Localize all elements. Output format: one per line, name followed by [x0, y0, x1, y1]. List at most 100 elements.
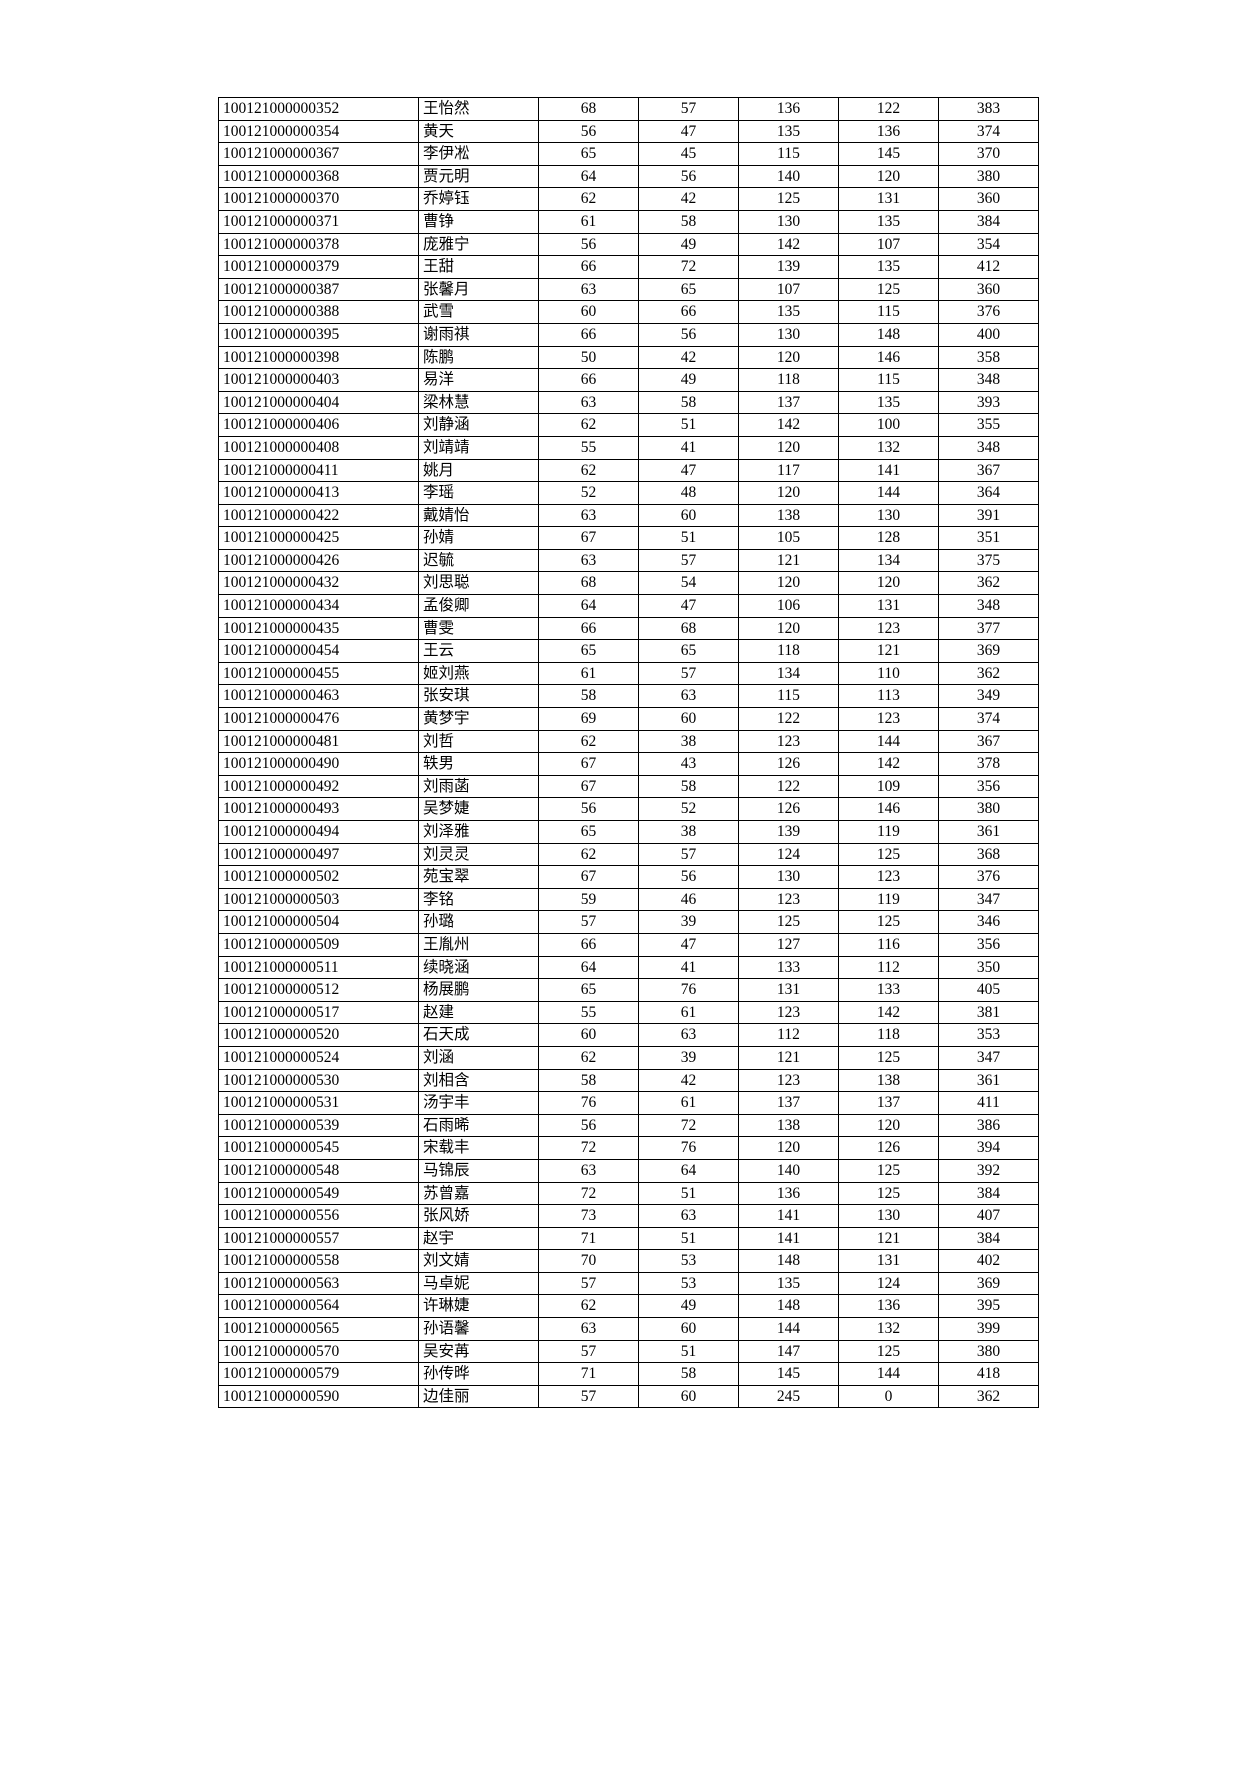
- table-cell-total: 381: [938, 1000, 1039, 1025]
- table-cell-exam-id: 100121000000387: [218, 277, 419, 302]
- table-row: 100121000000371 曹铮 61 58 130 135 384: [218, 209, 1039, 234]
- table-cell-exam-id: 100121000000563: [218, 1271, 419, 1296]
- table-row: 100121000000367 李伊凇 65 45 115 145 370: [218, 142, 1039, 166]
- table-cell-exam-id: 100121000000545: [218, 1136, 419, 1160]
- table-row: 100121000000463 张安琪 58 63 115 113 349: [218, 684, 1039, 709]
- table-cell-score4: 0: [838, 1384, 939, 1409]
- table-cell-score4: 131: [838, 1249, 939, 1273]
- table-cell-score3: 125: [738, 910, 839, 934]
- table-cell-score3: 120: [738, 435, 839, 460]
- table-cell-exam-id: 100121000000404: [218, 390, 419, 415]
- table-cell-score4: 131: [838, 187, 939, 211]
- table-row: 100121000000517 赵建 55 61 123 142 381: [218, 1000, 1039, 1025]
- table-cell-total: 374: [938, 707, 1039, 731]
- table-cell-score1: 69: [538, 707, 639, 731]
- table-cell-exam-id: 100121000000565: [218, 1317, 419, 1341]
- table-cell-score3: 135: [738, 1271, 839, 1296]
- table-cell-score4: 134: [838, 548, 939, 573]
- table-row: 100121000000425 孙婧 67 51 105 128 351: [218, 526, 1039, 550]
- table-row: 100121000000520 石天成 60 63 112 118 353: [218, 1023, 1039, 1047]
- table-cell-exam-id: 100121000000502: [218, 865, 419, 889]
- table-cell-score4: 125: [838, 842, 939, 867]
- table-cell-score2: 58: [638, 209, 739, 234]
- table-cell-score4: 123: [838, 707, 939, 731]
- table-cell-score3: 137: [738, 390, 839, 415]
- table-cell-score2: 38: [638, 729, 739, 754]
- table-cell-score2: 41: [638, 435, 739, 460]
- table-cell-score3: 123: [738, 729, 839, 754]
- table-cell-score3: 135: [738, 119, 839, 144]
- table-cell-score4: 120: [838, 571, 939, 596]
- table-cell-score4: 144: [838, 1362, 939, 1386]
- table-cell-exam-id: 100121000000549: [218, 1181, 419, 1206]
- table-row: 100121000000379 王甜 66 72 139 135 412: [218, 255, 1039, 279]
- table-row: 100121000000548 马锦辰 63 64 140 125 392: [218, 1158, 1039, 1183]
- table-cell-total: 374: [938, 119, 1039, 144]
- table-cell-name: 刘泽雅: [418, 820, 539, 844]
- table-cell-exam-id: 100121000000531: [218, 1091, 419, 1115]
- table-cell-name: 王云: [418, 639, 539, 663]
- table-cell-total: 361: [938, 1068, 1039, 1093]
- table-cell-total: 347: [938, 887, 1039, 912]
- table-cell-score2: 51: [638, 526, 739, 550]
- table-cell-score4: 137: [838, 1091, 939, 1115]
- table-cell-score4: 124: [838, 1271, 939, 1296]
- table-cell-name: 赵宇: [418, 1226, 539, 1251]
- table-cell-score3: 133: [738, 955, 839, 980]
- table-cell-total: 407: [938, 1204, 1039, 1228]
- table-cell-score1: 67: [538, 752, 639, 776]
- table-cell-exam-id: 100121000000432: [218, 571, 419, 596]
- table-cell-name: 张安琪: [418, 684, 539, 709]
- table-cell-total: 361: [938, 820, 1039, 844]
- table-cell-score3: 139: [738, 255, 839, 279]
- table-cell-score1: 71: [538, 1362, 639, 1386]
- table-cell-exam-id: 100121000000476: [218, 707, 419, 731]
- table-row: 100121000000413 李瑶 52 48 120 144 364: [218, 481, 1039, 505]
- table-cell-total: 391: [938, 503, 1039, 528]
- table-cell-score4: 121: [838, 639, 939, 663]
- table-cell-name: 易洋: [418, 368, 539, 392]
- table-cell-name: 张馨月: [418, 277, 539, 302]
- table-cell-score1: 60: [538, 1023, 639, 1047]
- table-cell-exam-id: 100121000000435: [218, 616, 419, 641]
- table-row: 100121000000370 乔婷钰 62 42 125 131 360: [218, 187, 1039, 211]
- table-cell-total: 360: [938, 187, 1039, 211]
- table-cell-exam-id: 100121000000517: [218, 1000, 419, 1025]
- table-cell-exam-id: 100121000000558: [218, 1249, 419, 1273]
- table-cell-score1: 50: [538, 345, 639, 370]
- table-cell-total: 367: [938, 729, 1039, 754]
- table-cell-exam-id: 100121000000354: [218, 119, 419, 144]
- table-cell-total: 375: [938, 548, 1039, 573]
- table-cell-score1: 57: [538, 1339, 639, 1364]
- table-cell-score3: 138: [738, 1113, 839, 1138]
- table-cell-score4: 110: [838, 661, 939, 686]
- table-cell-total: 351: [938, 526, 1039, 550]
- table-row: 100121000000403 易洋 66 49 118 115 348: [218, 368, 1039, 392]
- table-cell-score2: 47: [638, 119, 739, 144]
- table-cell-total: 360: [938, 277, 1039, 302]
- table-cell-score4: 113: [838, 684, 939, 709]
- table-cell-score3: 126: [738, 797, 839, 821]
- table-cell-score4: 130: [838, 1204, 939, 1228]
- table-cell-score3: 138: [738, 503, 839, 528]
- table-row: 100121000000352 王怡然 68 57 136 122 383: [218, 97, 1039, 121]
- table-cell-score1: 63: [538, 390, 639, 415]
- table-cell-exam-id: 100121000000352: [218, 97, 419, 121]
- table-cell-total: 412: [938, 255, 1039, 279]
- table-cell-name: 孟俊卿: [418, 594, 539, 618]
- table-cell-exam-id: 100121000000403: [218, 368, 419, 392]
- table-cell-score1: 56: [538, 1113, 639, 1138]
- table-cell-total: 384: [938, 1181, 1039, 1206]
- table-cell-score2: 47: [638, 458, 739, 483]
- table-cell-total: 353: [938, 1023, 1039, 1047]
- table-cell-name: 李瑶: [418, 481, 539, 505]
- table-cell-name: 刘雨菡: [418, 774, 539, 799]
- table-cell-score1: 62: [538, 842, 639, 867]
- table-cell-exam-id: 100121000000557: [218, 1226, 419, 1251]
- table-cell-name: 续晓涵: [418, 955, 539, 980]
- table-cell-name: 李伊凇: [418, 142, 539, 166]
- table-cell-score1: 66: [538, 616, 639, 641]
- table-cell-name: 乔婷钰: [418, 187, 539, 211]
- table-cell-score1: 56: [538, 797, 639, 821]
- table-cell-name: 刘涵: [418, 1045, 539, 1070]
